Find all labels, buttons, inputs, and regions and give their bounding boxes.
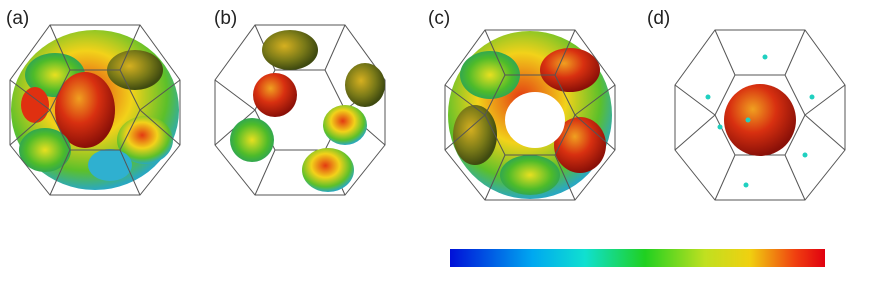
panel-label: (d) xyxy=(647,8,670,29)
colorbar xyxy=(450,249,825,267)
panel-d-surface xyxy=(674,29,846,201)
panel-label: (b) xyxy=(214,8,237,29)
panel-b-surface xyxy=(214,24,386,196)
panel-a-surface xyxy=(9,24,181,196)
panel-c-surface xyxy=(444,29,616,201)
panel-label: (a) xyxy=(6,8,29,29)
panel-label: (c) xyxy=(428,8,450,29)
